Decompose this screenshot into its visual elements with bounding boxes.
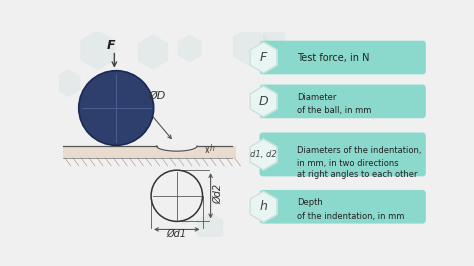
Text: Depth: Depth: [297, 198, 323, 207]
Polygon shape: [175, 205, 193, 225]
Text: D: D: [259, 95, 268, 108]
Text: d1, d2: d1, d2: [250, 150, 277, 159]
Text: Ød2: Ød2: [213, 184, 224, 204]
Text: F: F: [106, 39, 115, 52]
Text: ØD: ØD: [148, 91, 165, 101]
Text: Ød1: Ød1: [167, 229, 187, 239]
Bar: [63, 146, 236, 158]
Text: Diameters of the indentation,: Diameters of the indentation,: [297, 146, 421, 155]
Text: h: h: [260, 200, 267, 213]
Polygon shape: [263, 25, 285, 50]
Polygon shape: [250, 86, 277, 117]
Polygon shape: [250, 192, 277, 222]
Polygon shape: [56, 69, 81, 97]
Text: F: F: [260, 51, 267, 64]
Text: of the indentation, in mm: of the indentation, in mm: [297, 211, 404, 221]
Text: Test force, in N: Test force, in N: [297, 52, 369, 63]
FancyBboxPatch shape: [259, 132, 426, 176]
Polygon shape: [233, 26, 268, 67]
FancyBboxPatch shape: [259, 41, 426, 74]
Text: h: h: [210, 144, 215, 153]
Text: Diameter: Diameter: [297, 93, 336, 102]
FancyBboxPatch shape: [259, 190, 426, 223]
Polygon shape: [197, 212, 223, 243]
Circle shape: [79, 71, 154, 145]
Circle shape: [151, 170, 202, 221]
Polygon shape: [178, 35, 202, 62]
Polygon shape: [250, 42, 277, 73]
Text: in mm, in two directions
at right angles to each other: in mm, in two directions at right angles…: [297, 159, 418, 179]
FancyBboxPatch shape: [259, 85, 426, 118]
Polygon shape: [80, 30, 115, 70]
Text: of the ball, in mm: of the ball, in mm: [297, 106, 371, 115]
Polygon shape: [137, 35, 168, 70]
Polygon shape: [250, 139, 277, 170]
